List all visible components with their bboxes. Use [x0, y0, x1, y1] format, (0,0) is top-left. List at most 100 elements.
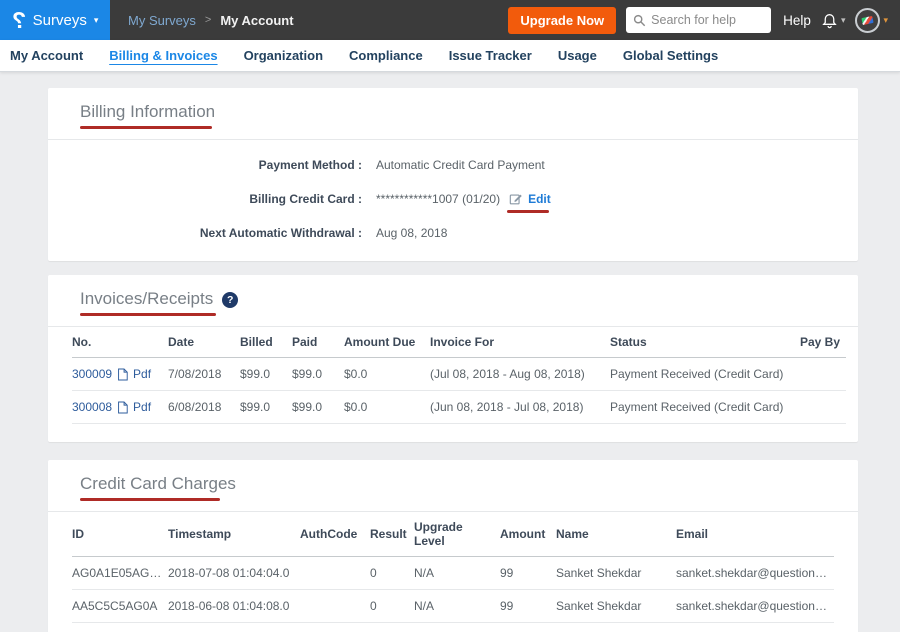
account-tabs: My Account Billing & Invoices Organizati… [0, 40, 900, 72]
breadcrumb-my-surveys[interactable]: My Surveys [128, 13, 196, 28]
help-search[interactable] [626, 7, 771, 33]
charges-title: Credit Card Charges [80, 474, 236, 501]
table-row: 300009 Pdf 7/08/2018 $99.0 $99.0 $0.0 (J… [72, 358, 846, 391]
edit-credit-card-link[interactable]: Edit [509, 192, 551, 206]
col-email: Email [676, 512, 834, 557]
col-upgrade-level: Upgrade Level [414, 512, 500, 557]
help-link[interactable]: Help [783, 13, 811, 28]
charge-id: AG0A1E05AG0A [72, 557, 168, 590]
charge-authcode [300, 557, 370, 590]
col-pay-by: Pay By [792, 327, 846, 358]
red-underline [80, 498, 220, 501]
invoice-pay-by [792, 358, 846, 391]
invoice-date: 7/08/2018 [168, 358, 240, 391]
invoice-pay-by [792, 391, 846, 424]
col-id: ID [72, 512, 168, 557]
invoices-header: Invoices/Receipts ? [48, 275, 858, 327]
pdf-icon [117, 368, 128, 381]
upgrade-now-button[interactable]: Upgrade Now [508, 7, 616, 34]
invoices-header-row: No. Date Billed Paid Amount Due Invoice … [72, 327, 846, 358]
col-date: Date [168, 327, 240, 358]
charge-name: Sanket Shekdar [556, 557, 676, 590]
tab-global-settings[interactable]: Global Settings [623, 48, 718, 63]
main-content: Billing Information Payment Method : Aut… [0, 72, 900, 632]
red-underline [507, 210, 549, 213]
invoices-table: No. Date Billed Paid Amount Due Invoice … [72, 327, 846, 424]
col-billed: Billed [240, 327, 292, 358]
billing-information-panel: Billing Information Payment Method : Aut… [48, 88, 858, 261]
col-status: Status [610, 327, 792, 358]
pdf-link[interactable]: Pdf [133, 367, 151, 381]
top-bar: ? Surveys ▾ My Surveys > My Account Upgr… [0, 0, 900, 40]
notifications-button[interactable]: ▾ [821, 11, 846, 29]
tab-organization[interactable]: Organization [244, 48, 323, 63]
payment-method-label: Payment Method : [72, 158, 362, 172]
account-menu[interactable]: ▾ [855, 8, 888, 33]
pdf-icon [117, 401, 128, 414]
breadcrumb-current: My Account [220, 13, 293, 28]
charge-result: 0 [370, 590, 414, 623]
red-underline [80, 313, 216, 316]
next-withdrawal-value: Aug 08, 2018 [376, 226, 447, 240]
invoice-date: 6/08/2018 [168, 391, 240, 424]
help-icon[interactable]: ? [222, 292, 238, 308]
invoice-paid: $99.0 [292, 358, 344, 391]
invoice-billed: $99.0 [240, 391, 292, 424]
charge-upgrade-level: N/A [414, 557, 500, 590]
charge-name: Sanket Shekdar [556, 590, 676, 623]
charge-timestamp: 2018-07-08 01:04:04.0 [168, 557, 300, 590]
invoices-title-text: Invoices/Receipts [80, 289, 213, 308]
col-amount: Amount [500, 512, 556, 557]
chevron-down-icon: ▾ [841, 16, 846, 25]
table-row: 300008 Pdf 6/08/2018 $99.0 $99.0 $0.0 (J… [72, 391, 846, 424]
invoice-number-link[interactable]: 300009 [72, 367, 112, 381]
avatar [855, 8, 880, 33]
invoice-status: Payment Received (Credit Card) [610, 358, 792, 391]
charges-table: ID Timestamp AuthCode Result Upgrade Lev… [72, 512, 834, 623]
chevron-down-icon: ▾ [94, 16, 99, 25]
col-paid: Paid [292, 327, 344, 358]
breadcrumb-separator: > [205, 14, 211, 26]
charge-id: AA5C5C5AG0A [72, 590, 168, 623]
tab-billing-invoices[interactable]: Billing & Invoices [109, 48, 217, 63]
invoice-billed: $99.0 [240, 358, 292, 391]
product-name: Surveys [33, 12, 87, 29]
credit-card-charges-panel: Credit Card Charges ID Timestamp AuthCod… [48, 460, 858, 632]
table-row: AG0A1E05AG0A 2018-07-08 01:04:04.0 0 N/A… [72, 557, 834, 590]
charge-amount: 99 [500, 557, 556, 590]
payment-method-row: Payment Method : Automatic Credit Card P… [72, 154, 834, 175]
charges-header-row: ID Timestamp AuthCode Result Upgrade Lev… [72, 512, 834, 557]
search-input[interactable] [651, 13, 764, 27]
billing-credit-card-value: ************1007 (01/20) [376, 192, 500, 206]
billing-information-header: Billing Information [48, 88, 858, 140]
tab-issue-tracker[interactable]: Issue Tracker [449, 48, 532, 63]
charge-email: sanket.shekdar@questionpro.com [676, 590, 834, 623]
invoices-panel: Invoices/Receipts ? No. Date Billed [48, 275, 858, 442]
bell-icon [821, 11, 838, 29]
invoice-for: (Jun 08, 2018 - Jul 08, 2018) [430, 391, 610, 424]
tab-usage[interactable]: Usage [558, 48, 597, 63]
edit-label: Edit [528, 192, 551, 206]
invoice-amount-due: $0.0 [344, 358, 430, 391]
billing-credit-card-row: Billing Credit Card : ************1007 (… [72, 188, 834, 209]
charge-authcode [300, 590, 370, 623]
breadcrumb: My Surveys > My Account [128, 13, 294, 28]
col-timestamp: Timestamp [168, 512, 300, 557]
invoice-number-link[interactable]: 300008 [72, 400, 112, 414]
chevron-down-icon: ▾ [883, 16, 888, 25]
charges-title-text: Credit Card Charges [80, 474, 236, 493]
charges-header: Credit Card Charges [48, 460, 858, 512]
pdf-link[interactable]: Pdf [133, 400, 151, 414]
charges-table-wrap: ID Timestamp AuthCode Result Upgrade Lev… [48, 512, 858, 632]
charge-upgrade-level: N/A [414, 590, 500, 623]
col-amount-due: Amount Due [344, 327, 430, 358]
product-switcher[interactable]: ? Surveys ▾ [0, 0, 110, 40]
invoice-status: Payment Received (Credit Card) [610, 391, 792, 424]
col-no: No. [72, 327, 168, 358]
questionpro-logo-icon: ? [12, 9, 26, 32]
charge-amount: 99 [500, 590, 556, 623]
tab-my-account[interactable]: My Account [10, 48, 83, 63]
billing-information-body: Payment Method : Automatic Credit Card P… [48, 140, 858, 261]
tab-compliance[interactable]: Compliance [349, 48, 423, 63]
invoices-table-wrap: No. Date Billed Paid Amount Due Invoice … [48, 327, 858, 442]
